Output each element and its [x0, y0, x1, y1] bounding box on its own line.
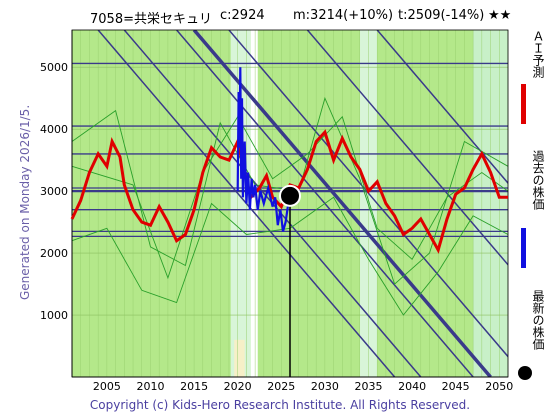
- latest-price-point: [279, 184, 301, 207]
- x-tick-label: 2020: [224, 380, 252, 393]
- x-tick-label: 2005: [93, 380, 121, 393]
- x-tick-label: 2010: [136, 380, 164, 393]
- past-price-line: [236, 67, 292, 232]
- ai-forecast-line: [70, 129, 508, 254]
- shade-band: [250, 30, 258, 377]
- main-trend-line: [192, 30, 492, 377]
- mid-price: m:3214(+10%): [293, 8, 394, 23]
- target-price: t:2509(-14%): [398, 8, 485, 23]
- x-tick-label: 2050: [485, 380, 513, 393]
- x-tick-label: 2035: [354, 380, 382, 393]
- ai-forecast-swatch: [521, 84, 526, 124]
- y-tick-label: 5000: [40, 61, 68, 74]
- diagonal-trend-line: [228, 30, 508, 358]
- copyright: Copyright (c) Kids-Hero Research Institu…: [89, 398, 471, 412]
- diagonal-trend-line: [376, 30, 508, 185]
- latest-price-swatch: [518, 366, 532, 380]
- legend-past-price: 過去の株価: [520, 150, 550, 280]
- ticker-name: 7058=共栄セキュリ: [90, 12, 212, 27]
- ai-forecast-label: ＡＩ予測: [531, 30, 545, 78]
- x-tick-label: 2045: [442, 380, 470, 393]
- legend: ＡＩ予測 過去の株価 最新の株価: [518, 30, 550, 390]
- past-price-label: 過去の株価: [531, 150, 545, 210]
- y-tick-label: 4000: [40, 123, 68, 136]
- y-tick-label: 1000: [40, 309, 68, 322]
- past-price-swatch: [521, 228, 526, 268]
- x-tick-label: 2030: [311, 380, 339, 393]
- shade-band: [230, 30, 251, 377]
- y-tick-label: 3000: [40, 185, 68, 198]
- current-price: c:2924: [220, 8, 265, 23]
- diagonal-trend-line: [306, 30, 508, 266]
- shade-low: [234, 339, 245, 377]
- rating-stars: ★★: [488, 8, 512, 23]
- generated-date: Generated on Monday 2026/1/5.: [18, 104, 32, 300]
- legend-ai-forecast: ＡＩ予測: [520, 30, 550, 140]
- latest-price-label: 最新の株価: [531, 290, 545, 350]
- x-tick-label: 2015: [180, 380, 208, 393]
- y-tick-label: 2000: [40, 247, 68, 260]
- legend-latest-price: 最新の株価: [518, 290, 550, 390]
- x-tick-label: 2040: [398, 380, 426, 393]
- x-tick-label: 2025: [267, 380, 295, 393]
